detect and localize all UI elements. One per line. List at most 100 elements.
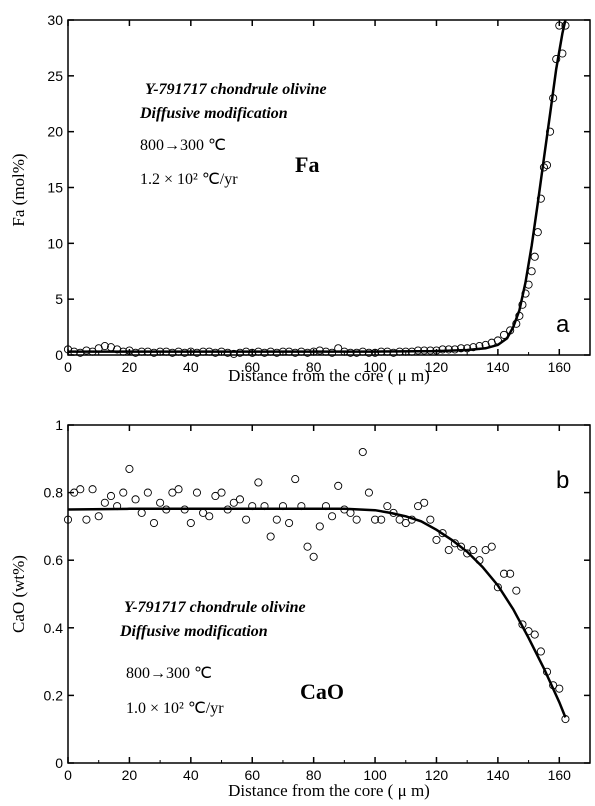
panel-b-x-axis-title: Distance from the core ( μ m) — [228, 781, 430, 800]
panel-b-y-ticks: 0 0.2 0.4 0.6 0.8 1 — [44, 417, 590, 771]
panel-b-y-tick-label: 1 — [55, 417, 63, 433]
panel-a-species-label: Fa — [295, 152, 319, 177]
panel-b-data-point — [76, 485, 85, 494]
panel-a-y-tick-label: 0 — [55, 347, 63, 363]
panel-b-data-point — [315, 522, 324, 531]
panel-b-data-point — [499, 569, 509, 578]
panel-b-y-tick-label: 0.6 — [44, 552, 64, 568]
panel-b-data-point — [254, 478, 263, 487]
panel-a-y-tick-label: 5 — [55, 291, 63, 307]
panel-b-y-tick-label: 0.4 — [44, 620, 64, 636]
panel-a-x-tick-label: 60 — [244, 359, 260, 375]
panel-b-y-axis-title: CaO (wt%) — [9, 555, 28, 633]
panel-a-annotation-sample: Y-791717 chondrule olivine — [145, 81, 327, 98]
panel-b-annotation-sample: Y-791717 chondrule olivine — [124, 599, 306, 616]
panel-b-x-tick-label: 140 — [486, 767, 510, 783]
panel-a-y-ticks: 0 5 10 15 20 25 30 — [47, 12, 590, 363]
panel-b-data-point — [137, 508, 146, 517]
panel-b-letter: b — [556, 467, 569, 494]
panel-b-data-point — [174, 485, 183, 494]
panel-b-x-tick-label: 0 — [64, 767, 72, 783]
panel-b-chart: 0 20 40 60 80 100 120 140 160 0 0.2 0.4 0.6 0.8 1 CaO… — [9, 417, 591, 800]
panel-b-data-point — [371, 515, 380, 524]
panel-b-data-point — [266, 532, 275, 541]
panel-a-x-tick-label: 140 — [486, 359, 510, 375]
panel-b-data-point — [211, 491, 220, 501]
panel-b-data-point — [481, 546, 490, 555]
panel-a-data-point — [527, 267, 536, 276]
panel-b-data-point — [364, 488, 373, 497]
panel-b-data-point — [242, 515, 251, 524]
panel-a-annotation-rate: 1.2 × 10² ℃/yr — [140, 171, 238, 188]
panel-b-data-point — [456, 542, 466, 551]
panel-b-data-point — [70, 488, 79, 497]
panel-b-data-point — [94, 512, 103, 521]
panel-a-data-point — [456, 344, 466, 353]
panel-b-data-point — [309, 552, 318, 561]
panel-a-annotation-model: Diffusive modification — [139, 105, 288, 122]
panel-b-data-point — [438, 529, 447, 538]
panel-a-points — [63, 21, 570, 358]
panel-b-model-curve — [67, 507, 567, 718]
panel-b-data-point — [149, 518, 159, 528]
panel-b-x-tick-label: 160 — [548, 767, 572, 783]
panel-b-x-tick-label: 20 — [122, 767, 138, 783]
panel-b-data-point — [420, 498, 429, 507]
panel-b-data-point — [426, 515, 435, 524]
panel-a-data-point — [469, 343, 478, 352]
panel-b-data-point — [530, 630, 539, 639]
panel-b-x-tick-label: 60 — [244, 767, 260, 783]
panel-b-data-point — [450, 539, 459, 548]
panel-b-data-point — [303, 542, 312, 551]
panel-b-data-point — [291, 475, 300, 484]
panel-b-y-tick-label: 0.8 — [44, 485, 64, 501]
panel-a-y-tick-label: 20 — [47, 124, 63, 140]
panel-a-y-tick-label: 30 — [47, 12, 63, 28]
panel-a-data-point — [229, 349, 238, 358]
panel-b-x-ticks: 0 20 40 60 80 100 120 140 160 — [64, 425, 571, 783]
panel-a-x-tick-label: 120 — [425, 359, 449, 375]
panel-b-data-point — [285, 518, 294, 528]
panel-b-data-point — [401, 518, 410, 528]
panel-a-data-point — [100, 342, 109, 351]
panel-a-x-tick-label: 40 — [183, 359, 199, 375]
panel-a-data-point — [463, 344, 472, 353]
panel-b-data-point — [205, 512, 214, 521]
panel-b-y-tick-label: 0 — [55, 755, 63, 771]
panel-a-x-tick-label: 0 — [64, 359, 72, 375]
panel-b-data-point — [358, 447, 367, 457]
panel-a-x-axis-title: Distance from the core ( μ m) — [228, 366, 430, 385]
panel-b-data-point — [377, 515, 386, 524]
panel-b-data-point — [131, 495, 140, 504]
panel-b-data-point — [88, 485, 97, 494]
panel-b-data-point — [168, 488, 177, 497]
panel-b-x-tick-label: 120 — [425, 767, 449, 783]
panel-b-data-point — [413, 502, 423, 511]
panel-b-annotation-rate: 1.0 × 10² ℃/yr — [126, 700, 224, 717]
panel-a-y-tick-label: 10 — [47, 235, 63, 251]
panel-b-data-point — [383, 502, 392, 511]
panel-a-chart: 0 20 40 60 80 100 120 140 160 0 5 10 15 20 25 30 Fa (m… — [9, 12, 591, 385]
panel-b-data-point — [352, 515, 361, 524]
panel-b-data-point — [463, 549, 472, 558]
panel-b-data-point — [506, 569, 515, 578]
panel-b-data-point — [334, 481, 343, 490]
panel-a-data-point — [438, 345, 447, 354]
panel-b-data-point — [272, 515, 281, 524]
panel-b-data-point — [125, 464, 134, 473]
panel-b-data-point — [432, 535, 441, 544]
panel-a-y-axis-title: Fa (mol%) — [9, 153, 28, 226]
panel-b-data-point — [143, 488, 152, 497]
panel-a-y-tick-label: 25 — [47, 68, 63, 84]
panel-b-plot-frame — [67, 424, 591, 764]
panel-b-y-tick-label: 0.2 — [44, 687, 64, 703]
panel-b-data-point — [469, 546, 478, 555]
panel-a-data-point — [533, 228, 542, 237]
panel-a-x-ticks: 0 20 40 60 80 100 120 140 160 — [64, 20, 571, 375]
panel-b-x-tick-label: 100 — [363, 767, 387, 783]
panel-a-x-tick-label: 160 — [548, 359, 572, 375]
panel-b-data-point — [100, 498, 109, 507]
panel-b-data-point — [217, 488, 226, 497]
panel-a-annotation-temperature: 800→300 ℃ — [140, 137, 226, 154]
